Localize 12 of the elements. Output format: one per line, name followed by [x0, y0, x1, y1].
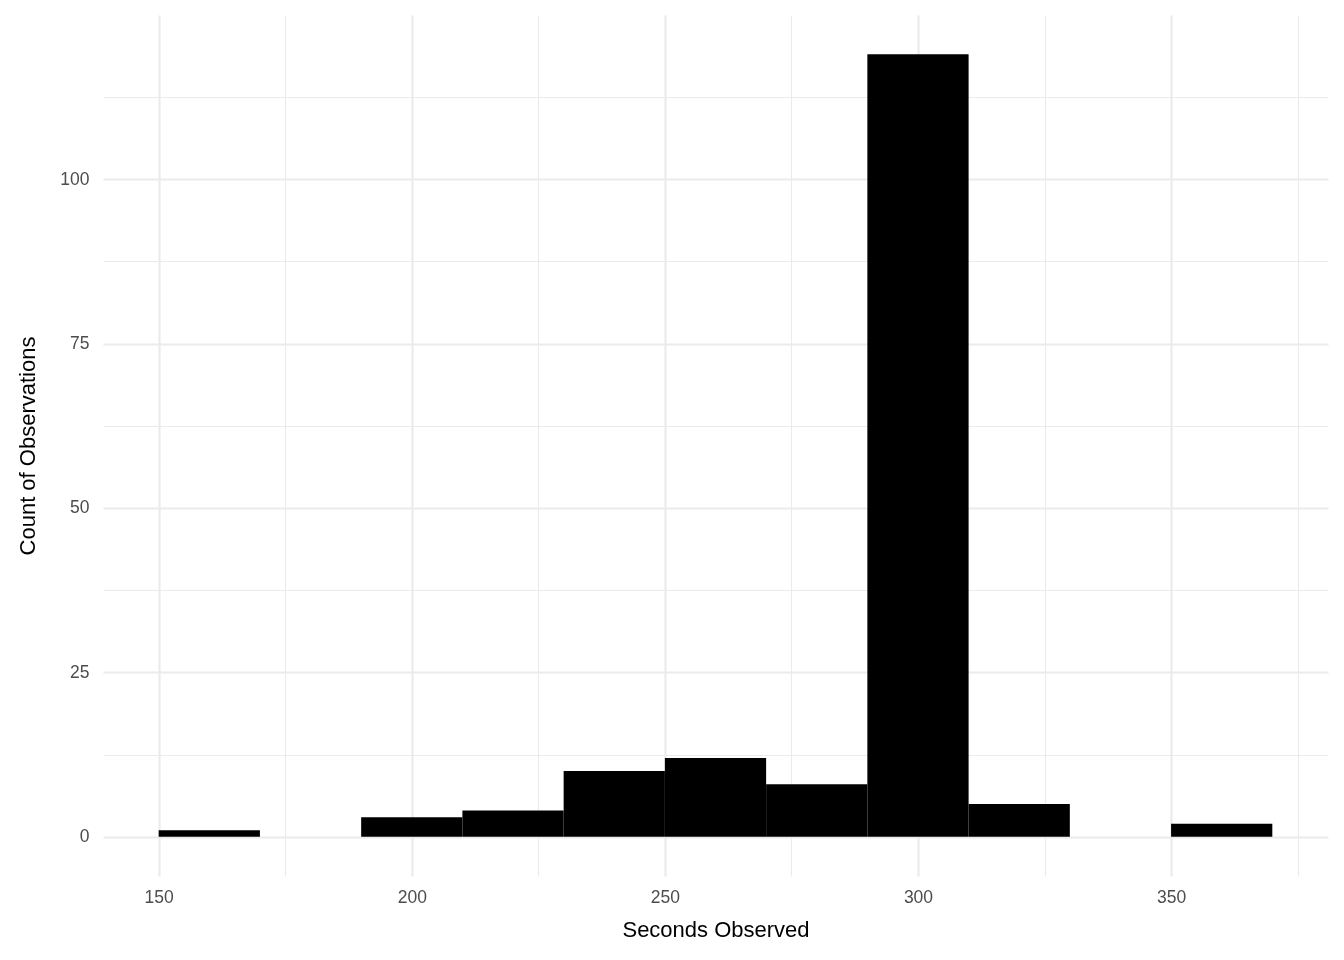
y-tick-label: 50 — [70, 497, 90, 518]
x-tick-label: 200 — [397, 886, 428, 907]
y-tick-label: 25 — [70, 661, 90, 682]
y-tick-label: 75 — [70, 333, 90, 354]
x-tick-label: 300 — [903, 886, 934, 907]
x-tick-label: 350 — [1156, 886, 1187, 907]
x-axis-title: Seconds Observed — [622, 917, 810, 942]
x-tick-label: 150 — [144, 886, 175, 907]
y-tick-label: 0 — [79, 826, 90, 847]
x-tick-label: 250 — [650, 886, 681, 907]
y-axis-title: Count of Observations — [15, 336, 41, 556]
y-tick-label: 100 — [60, 168, 90, 189]
